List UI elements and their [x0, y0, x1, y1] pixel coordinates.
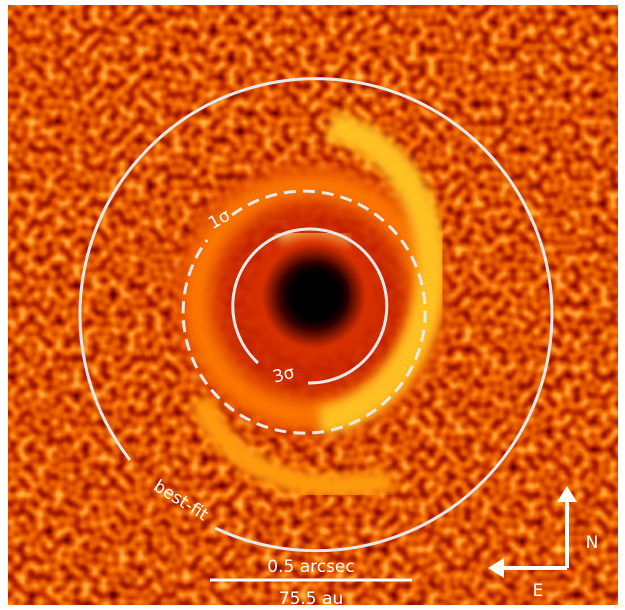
east-label: E — [533, 581, 544, 601]
best-fit-circle — [78, 77, 554, 553]
inner-circle — [231, 227, 389, 385]
contours — [78, 77, 554, 553]
image — [8, 5, 618, 605]
scale-physical: 75.5 au — [279, 589, 343, 609]
dashed-circle — [181, 189, 427, 435]
north-label: N — [586, 533, 599, 553]
compass — [488, 486, 577, 578]
scale-angular: 0.5 arcsec — [267, 557, 354, 577]
